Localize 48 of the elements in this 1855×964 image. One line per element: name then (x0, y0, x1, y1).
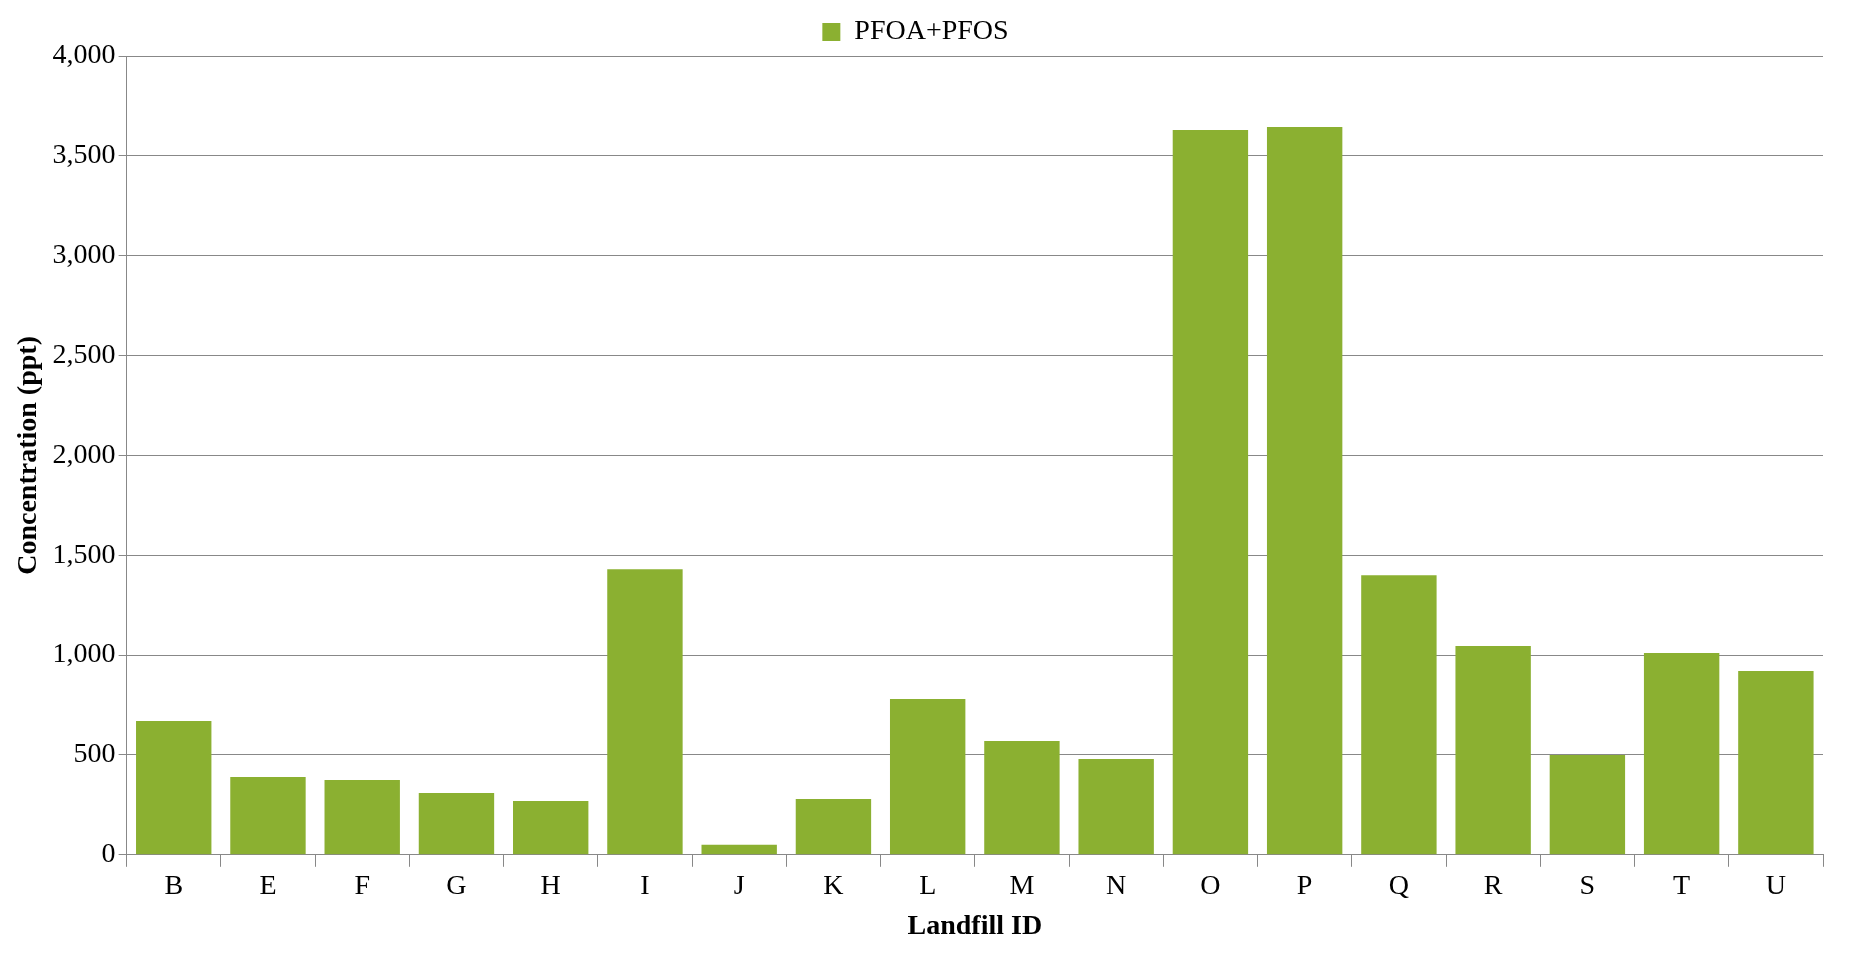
x-tick-label: K (823, 868, 844, 900)
x-tick-label: Q (1388, 868, 1410, 900)
bar (1643, 653, 1720, 855)
x-tick-label: R (1483, 868, 1503, 900)
y-tick-label: 1,000 (52, 637, 116, 669)
bar (984, 740, 1060, 855)
x-tick-label: U (1765, 868, 1786, 900)
x-tick-label: J (733, 868, 745, 900)
x-tick-label: F (354, 868, 370, 900)
bar (1549, 754, 1626, 855)
x-tick-label: G (446, 868, 467, 900)
y-tick-label: 2,500 (52, 337, 116, 369)
x-tick-label: M (1009, 868, 1035, 900)
x-tick-label: I (640, 868, 650, 900)
legend-label: PFOA+PFOS (854, 14, 1009, 46)
bar (1266, 126, 1343, 855)
y-tick-label: 4,000 (52, 38, 116, 70)
x-tick-label: L (919, 868, 937, 900)
bar (1172, 129, 1249, 855)
bar (1738, 671, 1814, 855)
x-tick-label: P (1296, 868, 1313, 900)
bar (1361, 575, 1437, 855)
y-tick-label: 1,500 (52, 537, 116, 569)
x-tick-label: S (1579, 868, 1596, 900)
y-tick-label: 0 (101, 837, 116, 869)
x-tick-label: H (540, 868, 561, 900)
x-tick-label: N (1106, 868, 1127, 900)
x-tick-label: B (164, 868, 184, 900)
x-tick-label: E (259, 868, 277, 900)
bar (607, 569, 683, 855)
bar (1078, 758, 1154, 855)
bar (418, 792, 495, 855)
bar (230, 776, 306, 855)
bar (513, 800, 589, 855)
bar (701, 844, 777, 855)
x-tick-label: T (1673, 868, 1691, 900)
x-tick-label: O (1200, 868, 1221, 900)
y-tick-label: 500 (73, 737, 116, 769)
y-tick-label: 2,000 (52, 437, 116, 469)
bar (324, 779, 400, 855)
y-axis-title: Concentration (ppt) (11, 336, 43, 575)
bar (795, 798, 872, 855)
bar (889, 699, 966, 855)
y-tick-label: 3,000 (52, 238, 116, 270)
x-axis-title: Landfill ID (907, 909, 1043, 941)
bar (1455, 646, 1531, 855)
bar (136, 721, 212, 855)
y-tick-label: 3,500 (52, 138, 116, 170)
